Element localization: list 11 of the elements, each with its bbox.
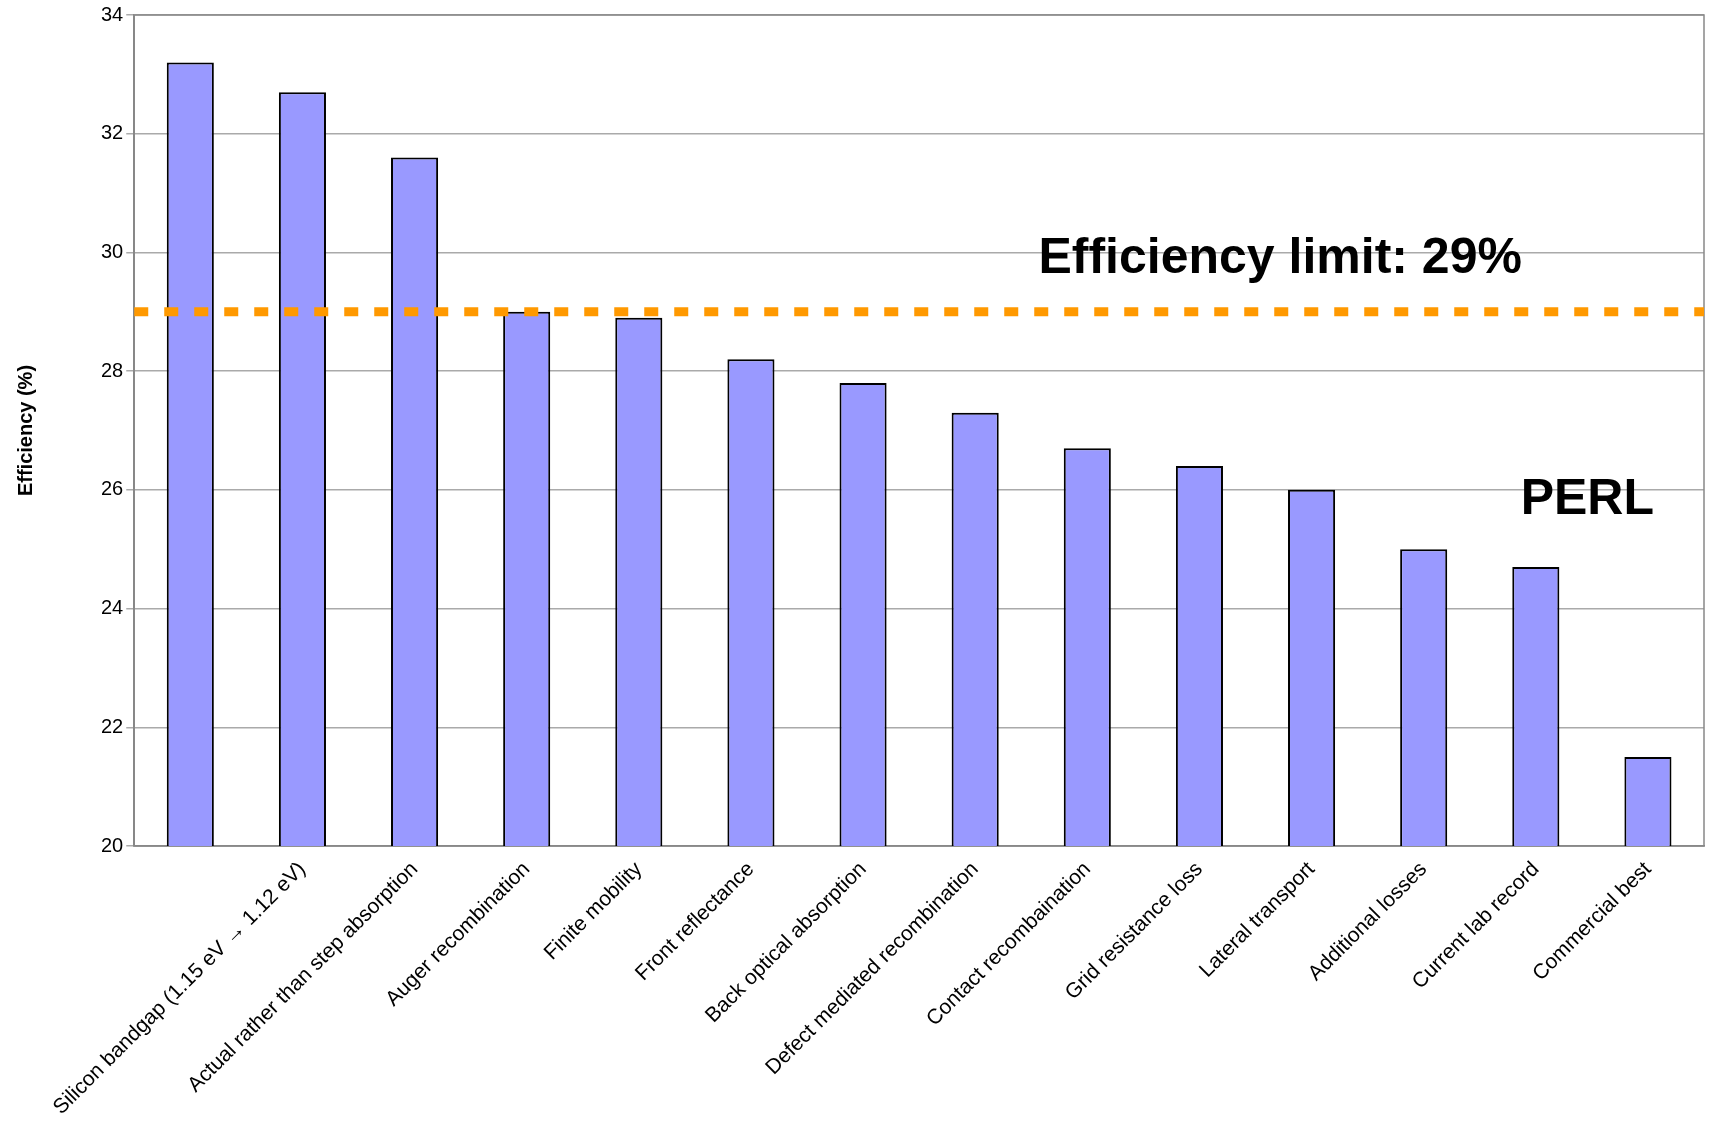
- y-tick-label: 24: [101, 596, 124, 619]
- y-tick-label: 34: [101, 2, 124, 25]
- y-tick-label: 22: [101, 714, 124, 737]
- y-tick-label: 28: [101, 358, 124, 381]
- y-tick-label: 32: [101, 121, 124, 144]
- annotation: PERL: [1520, 469, 1654, 526]
- ref-line-label: Efficiency limit: 29%: [1038, 227, 1522, 284]
- y-tick-label: 30: [101, 239, 124, 262]
- y-tick-label: 20: [101, 833, 124, 856]
- y-axis-title: Efficiency (%): [13, 364, 36, 497]
- y-tick-label: 26: [101, 477, 124, 500]
